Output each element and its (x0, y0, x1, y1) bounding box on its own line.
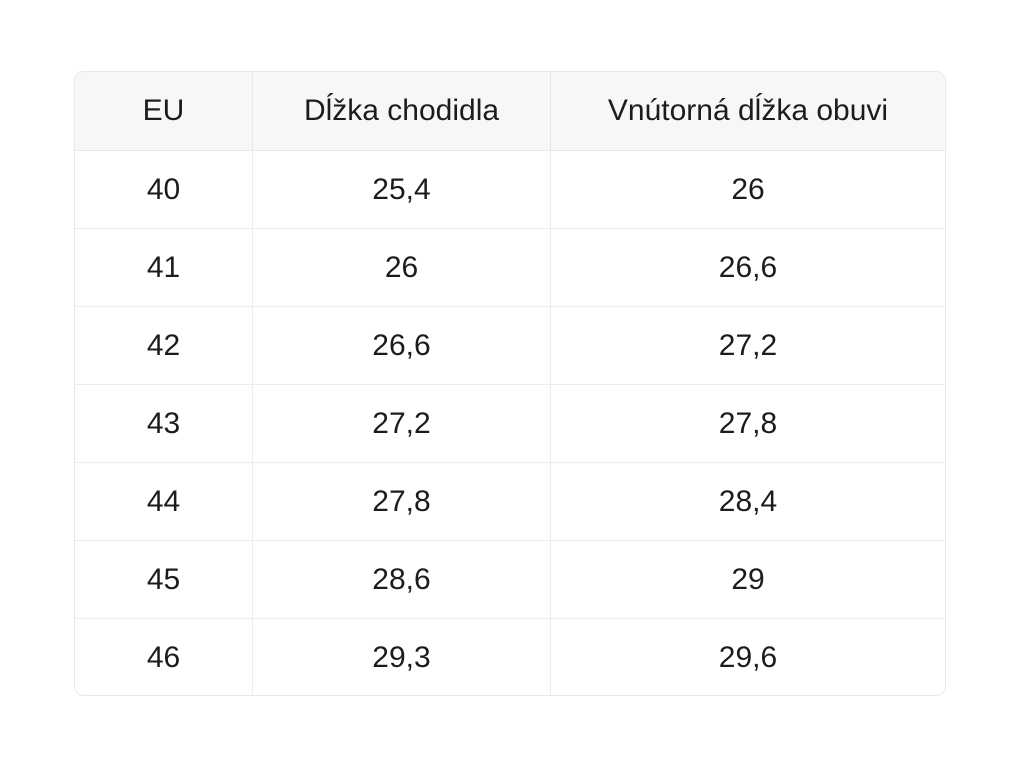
table-row: 40 25,4 26 (75, 150, 945, 228)
cell-foot-length: 25,4 (253, 151, 551, 228)
cell-foot-length: 27,8 (253, 463, 551, 540)
table-row: 41 26 26,6 (75, 228, 945, 306)
header-cell-inner-length: Vnútorná dĺžka obuvi (607, 94, 889, 127)
table-row: 43 27,2 27,8 (75, 384, 945, 462)
table-row: 46 29,3 29,6 (75, 618, 945, 695)
size-chart-table: EU Dĺžka chodidla Vnútorná dĺžka obuvi 4… (74, 71, 946, 696)
cell-foot-length: 29,3 (253, 619, 551, 695)
table-header-row: EU Dĺžka chodidla Vnútorná dĺžka obuvi (75, 72, 945, 150)
table-row: 42 26,6 27,2 (75, 306, 945, 384)
cell-foot-length: 28,6 (253, 541, 551, 618)
cell-foot-length: 26,6 (253, 307, 551, 384)
cell-eu: 46 (75, 619, 253, 695)
cell-inner-length: 28,4 (718, 484, 778, 518)
table-row: 45 28,6 29 (75, 540, 945, 618)
cell-eu: 40 (75, 151, 253, 228)
cell-eu: 42 (75, 307, 253, 384)
cell-foot-length: 27,2 (253, 385, 551, 462)
cell-foot-length: 26 (253, 229, 551, 306)
cell-eu: 45 (75, 541, 253, 618)
header-cell-eu: EU (75, 72, 253, 150)
cell-inner-length: 26,6 (718, 250, 778, 284)
cell-inner-length: 29,6 (718, 640, 778, 674)
cell-eu: 41 (75, 229, 253, 306)
cell-inner-length: 27,8 (718, 406, 778, 440)
cell-inner-length: 29 (731, 562, 765, 596)
cell-eu: 43 (75, 385, 253, 462)
table-row: 44 27,8 28,4 (75, 462, 945, 540)
cell-eu: 44 (75, 463, 253, 540)
cell-inner-length: 26 (731, 172, 765, 206)
header-cell-foot-length: Dĺžka chodidla (253, 72, 551, 150)
cell-inner-length: 27,2 (718, 328, 778, 362)
